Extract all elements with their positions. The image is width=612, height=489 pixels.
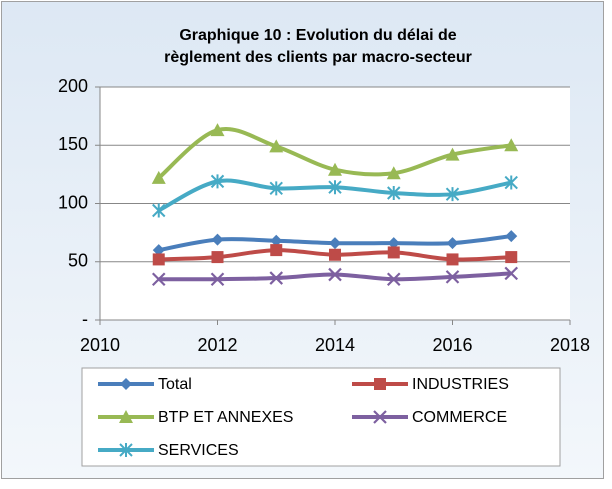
marker	[119, 443, 133, 457]
marker	[328, 180, 342, 195]
marker	[387, 186, 401, 201]
legend-label: BTP ET ANNEXES	[158, 409, 293, 426]
marker	[151, 272, 166, 287]
x-tick-label: 2012	[197, 335, 237, 355]
marker	[328, 267, 342, 282]
marker	[504, 266, 519, 281]
y-tick-label: 150	[58, 134, 88, 154]
marker	[328, 162, 342, 176]
marker	[210, 272, 225, 287]
legend	[81, 367, 561, 467]
legend-label: SERVICES	[158, 442, 239, 459]
marker	[329, 237, 341, 250]
marker	[210, 123, 225, 137]
marker	[446, 253, 459, 266]
y-tick-label: -	[82, 309, 88, 329]
x-tick-label: 2018	[550, 335, 590, 355]
marker	[269, 271, 284, 285]
marker	[269, 181, 283, 196]
x-tick-label: 2016	[432, 335, 472, 355]
y-tick-label: 200	[58, 76, 88, 96]
marker	[505, 251, 518, 264]
marker	[120, 378, 132, 390]
legend-label: COMMERCE	[412, 409, 507, 426]
marker	[269, 139, 284, 153]
x-tick-label: 2014	[315, 335, 355, 355]
marker	[211, 233, 224, 246]
marker	[152, 203, 166, 218]
marker	[211, 251, 224, 264]
y-tick-label: 100	[58, 192, 88, 212]
marker	[504, 138, 519, 152]
x-tick-label: 2010	[80, 335, 120, 355]
marker	[445, 187, 460, 202]
marker	[387, 237, 400, 250]
marker	[152, 244, 165, 257]
marker	[119, 410, 133, 423]
marker	[329, 248, 341, 261]
marker	[445, 270, 460, 284]
marker	[210, 174, 225, 189]
chart-title: règlement des clients par macro-secteur	[164, 49, 472, 66]
marker	[386, 272, 401, 287]
marker	[270, 234, 283, 247]
y-tick-label: 50	[68, 251, 88, 271]
chart-title: Graphique 10 : Evolution du délai de	[179, 27, 456, 44]
marker	[151, 170, 166, 184]
marker	[152, 253, 165, 266]
legend-label: INDUSTRIES	[412, 376, 509, 393]
marker	[446, 237, 459, 250]
marker	[374, 378, 386, 390]
marker	[270, 244, 283, 257]
marker	[373, 410, 387, 424]
marker	[387, 246, 400, 259]
marker	[505, 230, 518, 243]
marker	[386, 166, 401, 180]
marker	[504, 175, 518, 190]
marker	[445, 147, 460, 161]
legend-label: Total	[158, 376, 192, 393]
